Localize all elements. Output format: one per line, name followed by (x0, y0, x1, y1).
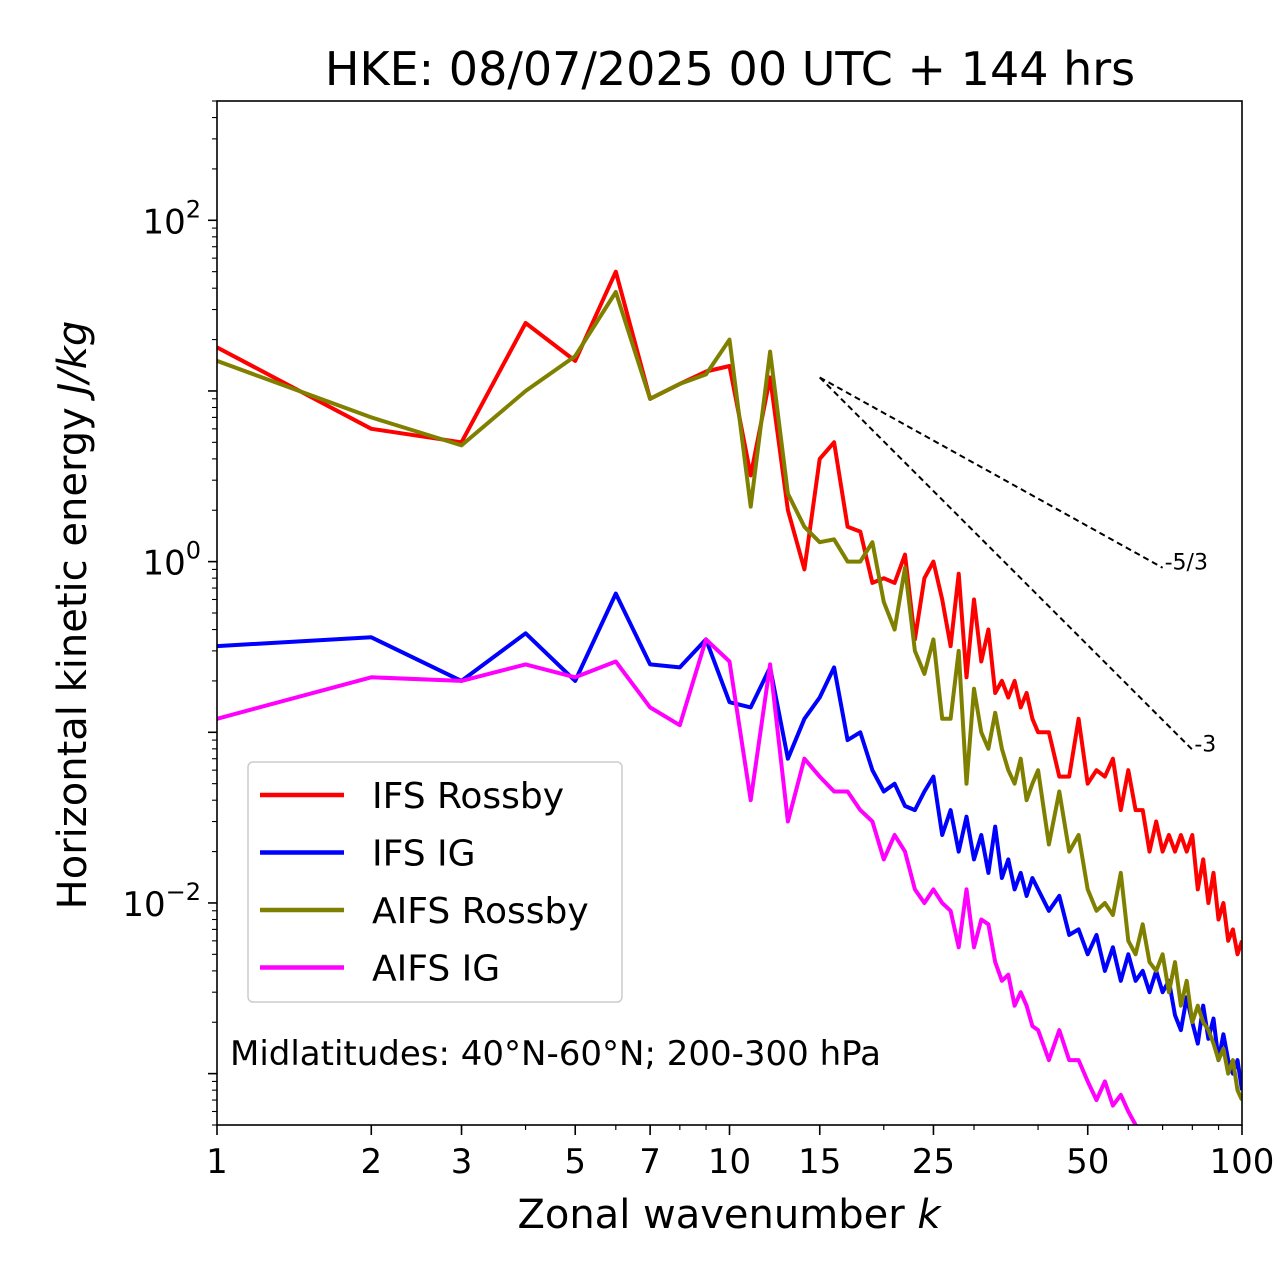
axis-ticks: 1 2 3 5 7 10 15 25 50 100 102 100 10−2 (122, 100, 1275, 1182)
reference-line-0 (819, 376, 1164, 569)
series-line-2 (217, 290, 1242, 1101)
x-tick-label: 10 (708, 1142, 751, 1182)
y-axis-label: Horizontal kinetic energy J/kg (50, 321, 96, 910)
x-tick-label: 3 (451, 1142, 473, 1182)
reference-line-label-0: -5/3 (1165, 551, 1208, 576)
legend-label-0: IFS Rossby (372, 776, 564, 817)
y-tick-label: 102 (142, 195, 201, 242)
chart-title: HKE: 08/07/2025 00 UTC + 144 hrs (325, 42, 1135, 96)
series-line-3 (217, 637, 1139, 1125)
y-tick-label: 10−2 (122, 878, 201, 925)
x-tick-label: 1 (206, 1142, 228, 1182)
region-annotation: Midlatitudes: 40°N-60°N; 200-300 hPa (230, 1034, 881, 1074)
series-line-1 (217, 591, 1242, 1091)
x-axis-label: Zonal wavenumber k (517, 1192, 942, 1238)
legend-label-1: IFS IG (372, 834, 476, 875)
x-tick-label: 25 (912, 1142, 955, 1182)
reference-line-1 (819, 376, 1194, 751)
y-tick-label: 100 (142, 537, 201, 584)
legend: IFS Rossby IFS IG AIFS Rossby AIFS IG (247, 761, 623, 1003)
x-tick-label: 2 (360, 1142, 382, 1182)
reference-slope-lines: -5/3 -3 (819, 376, 1216, 758)
reference-line-label-1: -3 (1194, 733, 1216, 758)
x-tick-label: 5 (564, 1142, 586, 1182)
x-tick-label: 100 (1210, 1142, 1275, 1182)
x-tick-label: 7 (639, 1142, 661, 1182)
legend-box (247, 761, 623, 1003)
series-line-0 (217, 269, 1242, 957)
legend-label-2: AIFS Rossby (372, 891, 589, 932)
legend-label-3: AIFS IG (372, 949, 500, 990)
series-layer (217, 269, 1242, 1125)
x-tick-label: 50 (1066, 1142, 1109, 1182)
x-tick-label: 15 (798, 1142, 841, 1182)
